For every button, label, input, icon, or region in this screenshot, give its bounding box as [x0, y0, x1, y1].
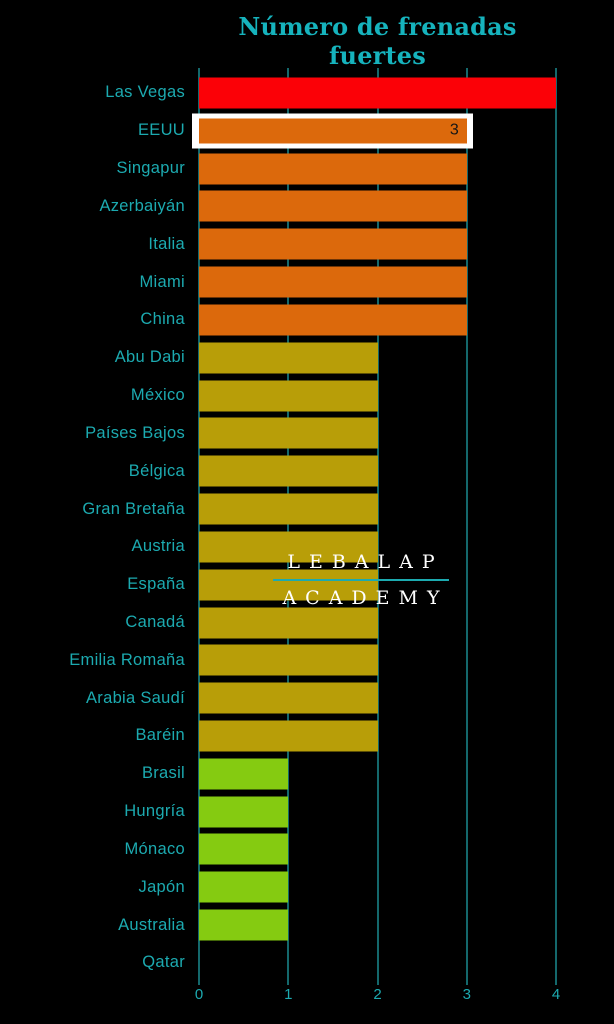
bar-rows: 3 [192, 74, 556, 982]
gridline-x-0 [198, 68, 200, 985]
category-label: Italia [148, 234, 185, 253]
chart-row [199, 906, 556, 944]
chart-row [199, 604, 556, 642]
highlighted-bar-fill: 3 [199, 118, 467, 144]
category-label: Baréin [135, 726, 185, 745]
chart-row [199, 187, 556, 225]
chart-row [199, 528, 556, 566]
gridline-x-4 [555, 68, 557, 985]
category-label: Hungría [124, 802, 185, 821]
chart-row [199, 641, 556, 679]
category-label: Canadá [125, 613, 185, 631]
chart-row [199, 831, 556, 869]
chart-row [199, 679, 556, 717]
bar [199, 304, 467, 336]
bar [199, 455, 378, 487]
category-label: Japón [138, 877, 185, 896]
category-label: España [127, 575, 185, 594]
category-label: Bélgica [128, 461, 185, 480]
bar [199, 569, 378, 601]
category-label: Abu Dabi [114, 348, 185, 367]
bar [199, 833, 289, 865]
category-labels-column: Las Vegas EEUU Singapur Azerbaiyán Italia Mia… [0, 74, 185, 982]
chart-row [199, 566, 556, 604]
category-label: Mónaco [124, 839, 185, 858]
x-tick-label-0: 0 [194, 986, 204, 1003]
gridline-x-1 [287, 68, 290, 985]
category-label: Austria [131, 537, 185, 556]
bar [199, 607, 378, 638]
chart-row [199, 490, 556, 528]
bar [199, 266, 467, 298]
chart-row [199, 150, 556, 188]
chart-row [199, 301, 556, 339]
chart-row: 3 [192, 112, 556, 150]
category-label: Singapur [116, 159, 185, 178]
category-label: Australia [118, 915, 185, 934]
bar: 3 [192, 113, 473, 149]
category-label: Brasil [141, 764, 185, 783]
chart-row [199, 452, 556, 490]
category-label: Emilia Romaña [69, 650, 185, 669]
chart-row [199, 868, 556, 906]
bar [199, 531, 378, 563]
chart-row [199, 717, 556, 755]
bar [199, 871, 289, 903]
chart-row [199, 944, 556, 982]
category-label: Países Bajos [85, 423, 185, 442]
chart-row [199, 263, 556, 301]
x-axis: 0 1 2 3 4 [0, 986, 614, 1008]
bar [199, 644, 378, 676]
plot-area: 3 [192, 68, 557, 985]
bar-value-label: 3 [449, 121, 459, 139]
bar [199, 417, 378, 449]
watermark: LEBALAP ACADEMY [240, 553, 482, 608]
bar [199, 77, 556, 109]
bar [199, 153, 467, 185]
bar [199, 682, 378, 714]
chart-row [199, 755, 556, 793]
bar [199, 228, 467, 260]
category-label: México [130, 386, 185, 405]
category-label: Las Vegas [105, 83, 185, 102]
bar [199, 190, 467, 222]
bar [199, 796, 289, 828]
chart-row [199, 225, 556, 263]
chart-row [199, 377, 556, 415]
bar [199, 342, 378, 374]
watermark-divider [273, 579, 449, 581]
category-label: Azerbaiyán [99, 196, 185, 215]
chart-row [199, 74, 556, 112]
bar [199, 909, 289, 941]
bar [199, 720, 378, 752]
category-label: China [140, 310, 185, 329]
gridline-x-2 [376, 68, 379, 985]
bar [199, 493, 378, 525]
x-tick-label-2: 2 [373, 986, 382, 1003]
bar [199, 758, 289, 790]
watermark-line1: LEBALAP [287, 551, 444, 573]
category-label: Gran Bretaña [82, 499, 185, 518]
category-label: Arabia Saudí [86, 688, 185, 707]
watermark-line2: ACADEMY [282, 587, 449, 609]
x-tick-label-1: 1 [284, 986, 293, 1003]
bar [199, 380, 378, 412]
chart-row [199, 339, 556, 377]
x-tick-label-4: 4 [551, 986, 561, 1003]
category-label: EEUU [137, 121, 185, 140]
chart-row [199, 414, 556, 452]
chart-row [199, 793, 556, 831]
x-tick-label-3: 3 [462, 986, 471, 1003]
category-label: Miami [139, 272, 185, 291]
category-label: Qatar [142, 953, 185, 972]
chart-title: Número de frenadas fuertes [238, 12, 517, 70]
gridline-x-3 [465, 68, 468, 985]
